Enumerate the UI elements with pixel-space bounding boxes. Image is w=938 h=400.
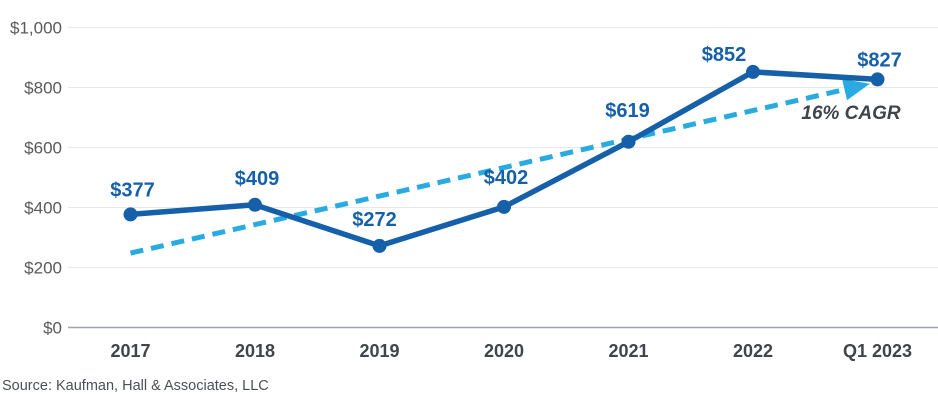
- data-label: $827: [857, 49, 902, 71]
- y-axis-tick-label: $200: [24, 259, 62, 278]
- line-chart-svg: $0 $200 $400 $600 $800 $1,000 $377 $409 $272 $402…: [10, 19, 938, 361]
- x-axis-tick-label: 2019: [359, 341, 399, 361]
- cagr-annotation: 16% CAGR: [801, 103, 901, 124]
- data-label: $409: [235, 168, 280, 190]
- source-note: Source: Kaufman, Hall & Associates, LLC: [2, 378, 269, 394]
- y-axis-tick-label: $600: [24, 139, 62, 158]
- data-point: [746, 64, 760, 79]
- y-axis-tick-label: $1,000: [10, 19, 62, 38]
- data-point: [248, 197, 262, 212]
- data-label: $402: [484, 167, 529, 189]
- data-point: [497, 199, 511, 214]
- x-axis-tick-label: 2020: [484, 341, 524, 361]
- x-axis-tick-label: 2018: [235, 341, 275, 361]
- y-axis-tick-label: $400: [24, 199, 62, 218]
- data-label: $852: [702, 44, 747, 66]
- data-point: [621, 134, 636, 149]
- data-label: $272: [352, 209, 397, 231]
- data-point: [372, 238, 387, 253]
- y-axis-tick-label: $0: [43, 319, 62, 338]
- x-axis-tick-label: 2022: [733, 341, 773, 361]
- x-axis-tick-label: Q1 2023: [843, 341, 912, 361]
- x-axis-tick-label: 2017: [110, 341, 150, 361]
- x-axis-tick-label: 2021: [608, 341, 648, 361]
- data-label: $619: [605, 100, 650, 122]
- y-axis-tick-label: $800: [24, 79, 62, 98]
- data-point: [123, 207, 138, 222]
- data-line: [127, 69, 881, 249]
- data-point: [870, 72, 885, 87]
- data-label: $377: [110, 179, 155, 201]
